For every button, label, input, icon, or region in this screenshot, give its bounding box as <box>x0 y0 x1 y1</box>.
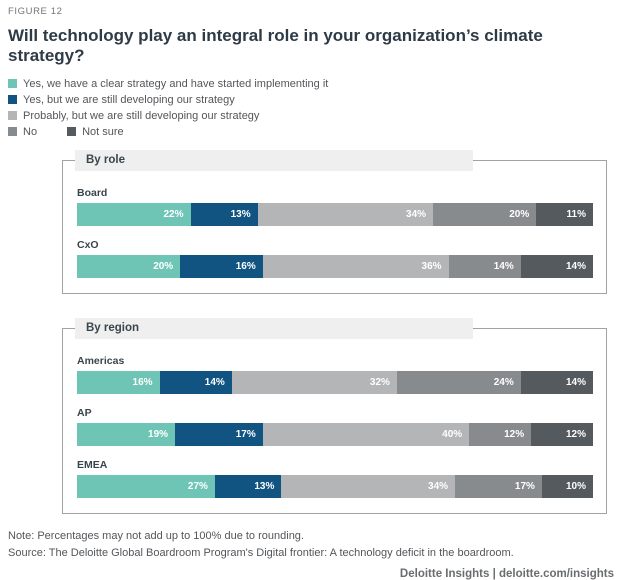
chart-area: By role Board 22% 13% 34% 20% 11% CxO 20% 16% 36% 1… <box>8 149 616 514</box>
bar-segment: 27% <box>77 474 215 498</box>
legend-swatch-icon <box>8 111 17 121</box>
bar-segment: 34% <box>281 474 456 498</box>
legend-swatch-icon <box>67 127 77 137</box>
legend-row: Yes, we have a clear strategy and have s… <box>8 78 616 90</box>
stacked-bar: 16% 14% 32% 24% 14% <box>77 370 593 394</box>
bar-segment-value: 27% <box>187 480 208 492</box>
group-heading: By region <box>86 322 140 335</box>
group-heading: By role <box>86 154 125 167</box>
page-title: Will technology play an integral role in… <box>8 26 543 66</box>
bar-segment: 32% <box>231 370 397 394</box>
bar-segment-value: 20% <box>153 260 174 272</box>
bar-row: Board 22% 13% 34% 20% 11% <box>77 187 593 226</box>
bar-segment: 14% <box>520 254 593 278</box>
stacked-bar: 19% 17% 40% 12% 12% <box>77 422 594 446</box>
bar-segment: 17% <box>455 474 542 498</box>
bar-segment-value: 32% <box>369 376 390 388</box>
group-heading-band: By region <box>75 317 473 339</box>
bar-segment: 36% <box>262 254 449 278</box>
bar-segment-value: 12% <box>504 428 525 440</box>
legend-row: No Not sure <box>8 126 616 138</box>
bar-row: Americas 16% 14% 32% 24% 14% <box>77 355 593 394</box>
bar-segment-value: 17% <box>514 480 535 492</box>
bar-segment-value: 19% <box>148 428 169 440</box>
bar-segment: 14% <box>448 254 521 278</box>
bar-segment: 13% <box>190 202 258 226</box>
bar-segment: 17% <box>175 422 263 446</box>
source-line: Source: The Deloitte Global Boardroom Pr… <box>8 546 514 559</box>
bar-row: AP 19% 17% 40% 12% 12% <box>77 406 594 446</box>
bar-segment: 16% <box>77 370 160 394</box>
bar-segment: 12% <box>531 422 594 446</box>
stacked-bar: 20% 16% 36% 14% 14% <box>77 254 593 278</box>
chart-group-box: By region Americas 16% 14% 32% 24% 14% AP 19% 17%… <box>62 317 607 514</box>
bar-segment-value: 34% <box>406 208 427 220</box>
figure-label: FIGURE 12 <box>8 6 63 17</box>
bar-row: CxO 20% 16% 36% 14% 14% <box>77 239 593 278</box>
bar-category-label: EMEA <box>77 458 108 471</box>
bar-segment-value: 24% <box>493 376 514 388</box>
legend-item: Yes, we have a clear strategy and have s… <box>8 78 328 90</box>
bar-segment: 22% <box>77 202 191 226</box>
bar-segment: 19% <box>77 422 176 446</box>
bar-segment: 14% <box>520 370 593 394</box>
bar-segment: 10% <box>541 474 593 498</box>
bar-segment: 20% <box>77 254 181 278</box>
bar-segment-value: 10% <box>565 480 586 492</box>
legend-label: Not sure <box>82 125 124 138</box>
bar-segment-value: 13% <box>230 208 251 220</box>
bar-segment: 34% <box>257 202 434 226</box>
bar-segment-value: 16% <box>235 260 256 272</box>
bar-segment: 20% <box>433 202 537 226</box>
bar-segment-value: 14% <box>204 376 225 388</box>
bar-segment-value: 12% <box>566 428 587 440</box>
figure-footer: Note: Percentages may not add up to 100%… <box>8 530 616 580</box>
bar-segment: 12% <box>469 422 532 446</box>
chart-legend: Yes, we have a clear strategy and have s… <box>8 78 616 138</box>
bar-segment: 40% <box>262 422 470 446</box>
legend-row: Probably, but we are still developing ou… <box>8 110 616 122</box>
legend-label: Yes, but we are still developing our str… <box>23 93 235 106</box>
bar-category-label: CxO <box>77 238 99 251</box>
legend-row: Yes, but we are still developing our str… <box>8 94 616 106</box>
legend-label: No <box>23 125 38 138</box>
bar-segment-value: 13% <box>254 480 275 492</box>
bar-segment-value: 36% <box>421 260 442 272</box>
bar-segment-value: 14% <box>493 260 514 272</box>
legend-item: Probably, but we are still developing ou… <box>8 110 259 122</box>
legend-item: Not sure <box>67 126 124 138</box>
legend-item: Yes, but we are still developing our str… <box>8 94 235 106</box>
bar-segment: 24% <box>396 370 521 394</box>
legend-label: Yes, we have a clear strategy and have s… <box>23 77 329 90</box>
bar-segment-value: 20% <box>509 208 530 220</box>
bar-category-label: AP <box>77 406 92 419</box>
bar-segment-value: 11% <box>566 208 586 220</box>
legend-item: No <box>8 126 37 138</box>
bar-segment-value: 14% <box>565 260 586 272</box>
stacked-bar: 22% 13% 34% 20% 11% <box>77 202 593 226</box>
chart-group-box: By role Board 22% 13% 34% 20% 11% CxO 20% 16% 36% 1… <box>62 149 607 294</box>
bar-category-label: Americas <box>77 354 125 367</box>
bar-segment: 13% <box>214 474 282 498</box>
group-heading-band: By role <box>75 149 473 171</box>
bar-segment: 11% <box>536 202 593 226</box>
bar-category-label: Board <box>77 186 108 199</box>
bar-segment-value: 40% <box>442 428 463 440</box>
bar-segment-value: 34% <box>428 480 449 492</box>
legend-swatch-icon <box>8 79 17 89</box>
bar-segment: 14% <box>159 370 232 394</box>
legend-label: Probably, but we are still developing ou… <box>23 109 260 122</box>
deloitte-insights-branding: Deloitte Insights | deloitte.com/insight… <box>399 567 614 580</box>
bar-segment: 16% <box>180 254 263 278</box>
bar-segment-value: 16% <box>132 376 153 388</box>
footnote: Note: Percentages may not add up to 100%… <box>8 529 304 542</box>
bar-segment-value: 14% <box>565 376 586 388</box>
stacked-bar: 27% 13% 34% 17% 10% <box>77 474 593 498</box>
bar-segment-value: 17% <box>235 428 256 440</box>
bar-row: EMEA 27% 13% 34% 17% 10% <box>77 459 593 498</box>
bar-segment-value: 22% <box>163 208 184 220</box>
legend-swatch-icon <box>8 127 17 137</box>
legend-swatch-icon <box>8 95 17 105</box>
